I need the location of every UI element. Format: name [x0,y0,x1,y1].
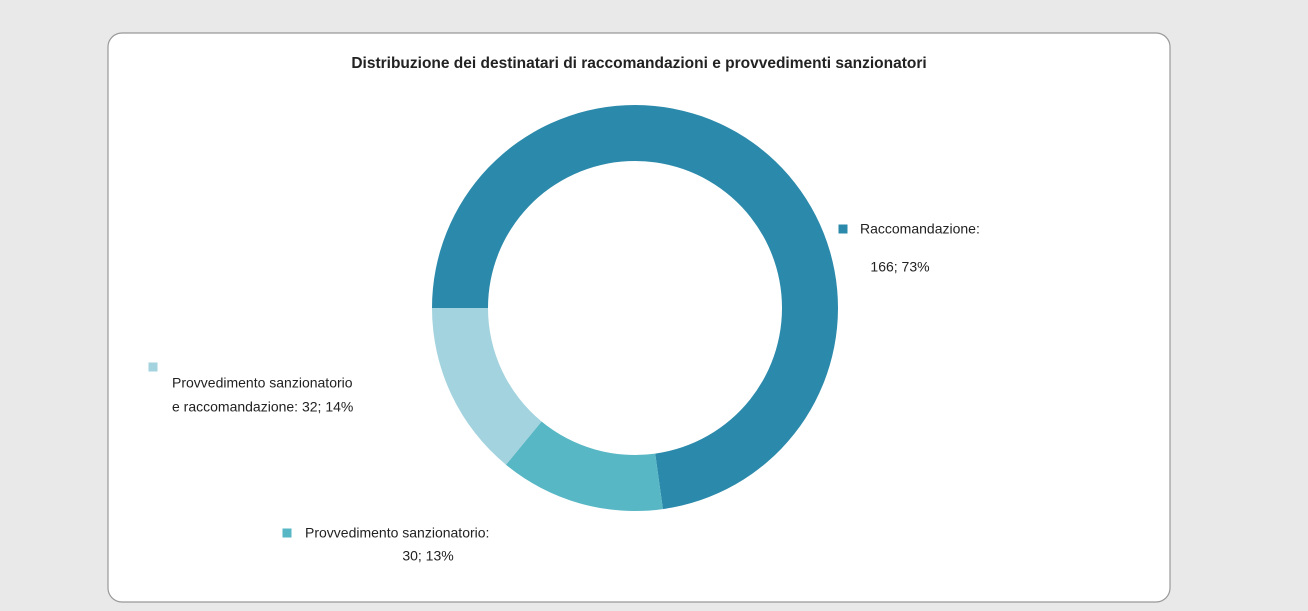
legend-swatch [838,224,848,234]
slice-label: Provvedimento sanzionatorio: [305,525,489,541]
slice-label: 30; 13% [402,548,453,564]
slice-label: e raccomandazione: 32; 14% [172,399,353,415]
legend-swatch [148,362,158,372]
slice-label: Raccomandazione: [860,221,980,237]
legend-swatch [282,528,292,538]
chart-title: Distribuzione dei destinatari di raccoma… [351,55,926,72]
slice-label: Provvedimento sanzionatorio [172,375,353,391]
donut-slice [505,421,663,511]
slice-label: 166; 73% [870,259,929,275]
donut-slice [432,308,542,465]
card [107,32,1171,603]
